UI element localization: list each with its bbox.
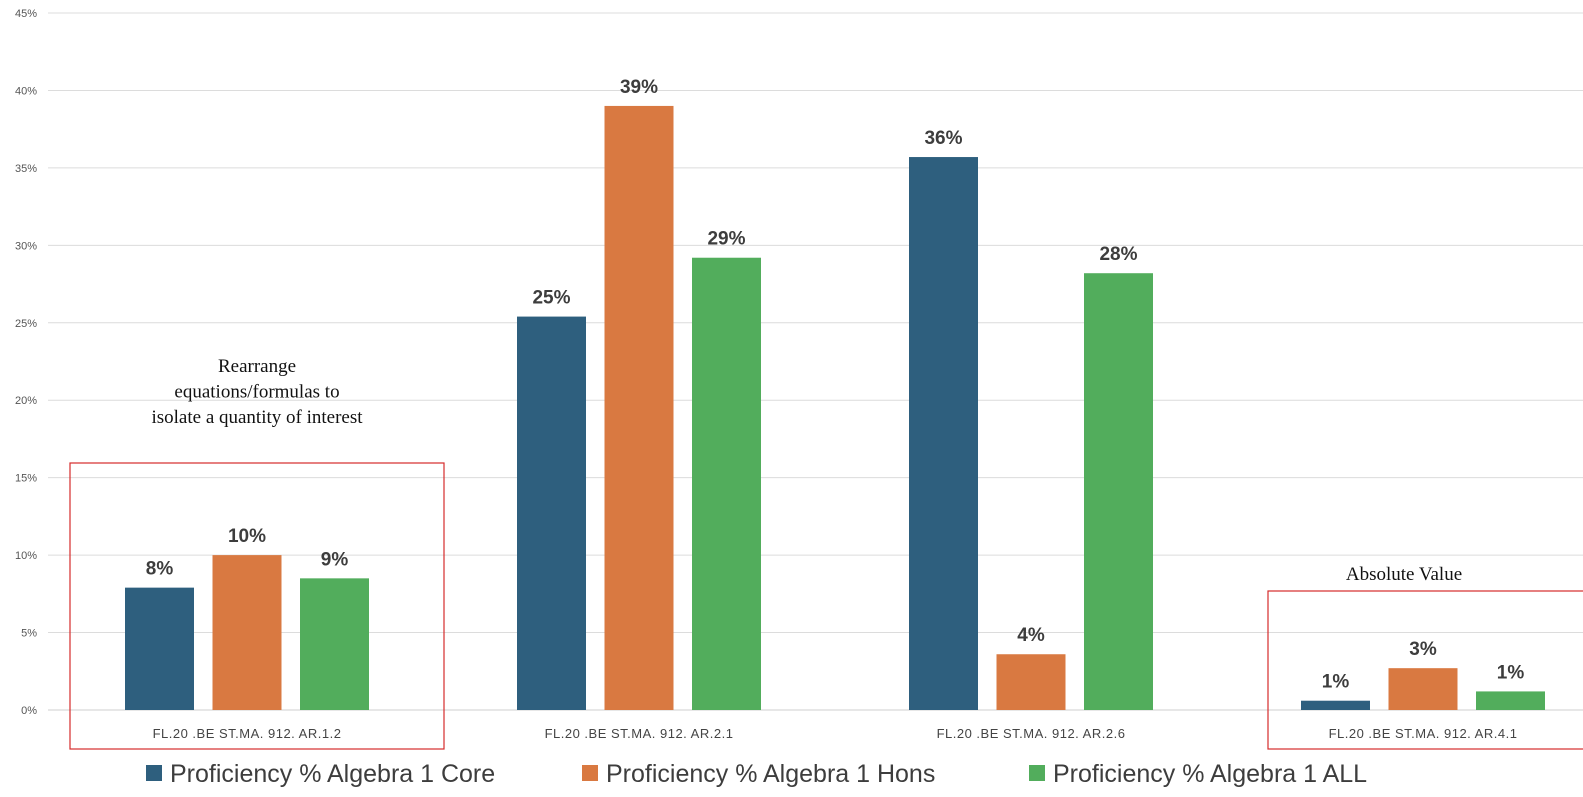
data-label: 25% xyxy=(532,288,570,309)
highlight-boxes xyxy=(69,462,1583,750)
legend-label: Proficiency % Algebra 1 ALL xyxy=(1053,760,1367,788)
data-label: 10% xyxy=(228,526,266,547)
data-label: 1% xyxy=(1497,662,1525,683)
bar xyxy=(996,654,1066,710)
highlight-box xyxy=(1267,590,1583,750)
bar xyxy=(125,587,194,710)
annotations: Rearrange equations/formulas to isolate a … xyxy=(151,356,1462,585)
annotation-text: Rearrange xyxy=(218,356,296,377)
bar xyxy=(517,316,586,710)
x-axis-categories: FL.20 .BE ST.MA. 912. AR.1.2 FL.20 .BE ST… xyxy=(153,726,1518,741)
annotation-text: equations/formulas to xyxy=(174,382,339,403)
legend-label: Proficiency % Algebra 1 Core xyxy=(170,760,495,788)
y-tick-label: 35% xyxy=(15,163,37,175)
legend: Proficiency % Algebra 1 Core Proficiency … xyxy=(146,760,1367,788)
y-tick-label: 0% xyxy=(21,705,37,717)
annotation-text: isolate a quantity of interest xyxy=(151,407,363,428)
data-label: 3% xyxy=(1409,639,1437,660)
category-label: FL.20 .BE ST.MA. 912. AR.2.6 xyxy=(937,726,1126,741)
data-label: 29% xyxy=(707,229,745,250)
y-tick-label: 45% xyxy=(15,8,37,20)
bar xyxy=(300,578,369,710)
data-label: 8% xyxy=(146,559,174,580)
bar xyxy=(909,157,978,711)
y-tick-label: 40% xyxy=(15,85,37,97)
bar xyxy=(604,105,674,710)
legend-swatch xyxy=(146,765,162,781)
data-label: 28% xyxy=(1099,244,1137,265)
data-label: 36% xyxy=(924,128,962,149)
data-label: 4% xyxy=(1017,625,1045,646)
y-tick-label: 15% xyxy=(15,473,37,485)
y-tick-label: 5% xyxy=(21,628,37,640)
legend-swatch xyxy=(582,765,598,781)
category-label: FL.20 .BE ST.MA. 912. AR.2.1 xyxy=(545,726,734,741)
y-tick-label: 20% xyxy=(15,395,37,407)
legend-label: Proficiency % Algebra 1 Hons xyxy=(606,760,935,788)
data-label: 1% xyxy=(1322,672,1350,693)
bar xyxy=(1476,691,1545,710)
y-tick-label: 10% xyxy=(15,550,37,562)
legend-swatch xyxy=(1029,765,1045,781)
bars xyxy=(125,105,1545,711)
category-label: FL.20 .BE ST.MA. 912. AR.1.2 xyxy=(153,726,342,741)
y-axis: 0% 5% 10% 15% 20% 25% 30% 35% 40% 45% xyxy=(15,8,37,717)
bar xyxy=(692,257,761,710)
bar xyxy=(212,555,282,710)
annotation-text: Absolute Value xyxy=(1346,564,1462,585)
data-labels: 8% 10% 9% 25% 39% 29% 36% 4% 28% 1% 3% 1% xyxy=(146,77,1525,693)
category-label: FL.20 .BE ST.MA. 912. AR.4.1 xyxy=(1329,726,1518,741)
y-tick-label: 30% xyxy=(15,240,37,252)
highlight-box xyxy=(69,462,445,750)
bar xyxy=(1084,273,1153,710)
bar xyxy=(1388,668,1458,710)
y-tick-label: 25% xyxy=(15,318,37,330)
data-label: 39% xyxy=(620,77,658,98)
data-label: 9% xyxy=(321,549,349,570)
bar xyxy=(1301,700,1370,710)
